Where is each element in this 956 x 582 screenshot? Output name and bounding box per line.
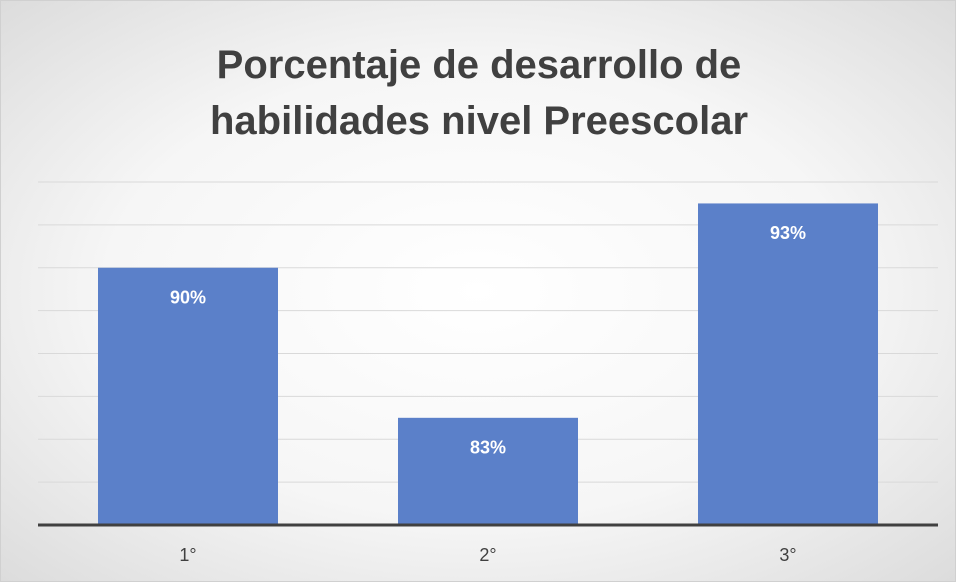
bar <box>698 203 878 525</box>
bar <box>398 417 578 525</box>
data-label: 90% <box>170 288 206 308</box>
x-tick-label: 2° <box>479 545 496 565</box>
x-tick-label: 3° <box>779 545 796 565</box>
x-tick-label: 1° <box>179 545 196 565</box>
data-label: 93% <box>770 223 806 243</box>
chart-title: Porcentaje de desarrollo de habilidades … <box>209 43 749 143</box>
bar <box>98 267 278 525</box>
data-label: 83% <box>470 438 506 458</box>
